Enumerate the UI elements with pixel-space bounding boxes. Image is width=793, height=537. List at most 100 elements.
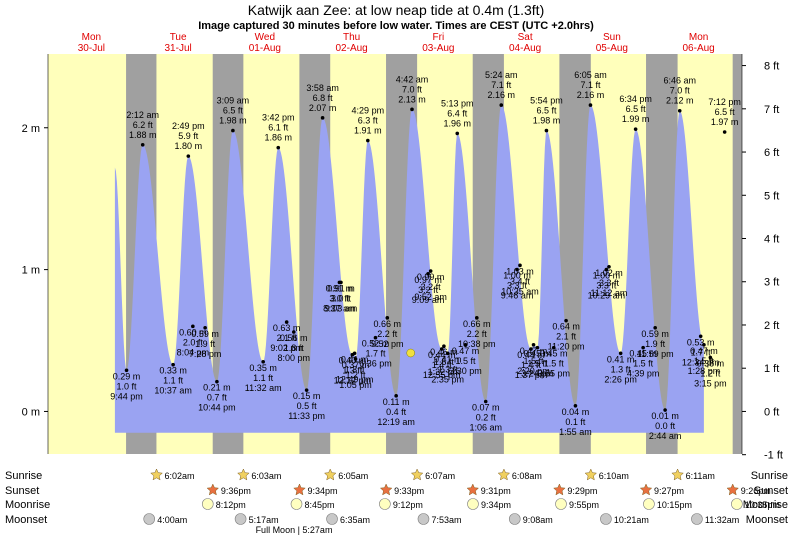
day-date: 05-Aug [596, 43, 628, 54]
tide-point-label: 0.59 m [641, 329, 669, 339]
event-time: 10:21am [614, 515, 649, 525]
tide-point-label: 5:24 am [485, 70, 518, 80]
tide-point-label: 0.37 m [342, 360, 370, 370]
tide-point-label: 9:02 pm [270, 343, 303, 353]
right-tick-label: 3 ft [764, 277, 779, 289]
day-date: 06-Aug [683, 43, 715, 54]
tide-point [604, 267, 609, 272]
tide-point-label: 1:37 pm [515, 370, 548, 380]
tide-point-label: 3:15 pm [694, 379, 727, 389]
tide-point-label: 0.64 m [552, 322, 580, 332]
tide-point [474, 316, 479, 320]
tide-point [663, 408, 667, 412]
full-moon-icon [406, 348, 415, 358]
tide-point-label: 0.21 m [203, 383, 231, 393]
event-time: 6:11am [686, 471, 715, 481]
tide-point-label: 0.99 m [417, 272, 445, 282]
tide-point-label: 1.1 ft [253, 373, 274, 383]
tide-point-label: 8:00 pm [278, 353, 311, 363]
tide-point-label: 0.91 m [326, 283, 354, 293]
event-time: 6:07am [425, 471, 455, 481]
tide-point [304, 388, 309, 392]
tide-point-label: 3.3 ft [596, 281, 617, 291]
event-time: 9:27pm [654, 486, 684, 496]
tide-point-label: 9:52 pm [371, 339, 404, 349]
event-row-label-left: Moonset [5, 514, 47, 526]
event-row-label-left: Moonrise [5, 499, 50, 511]
tide-point-label: 3.2 ft [421, 282, 442, 292]
tide-point-label: 5:54 pm [530, 96, 563, 106]
tide-point-label: 1.00 m [593, 271, 621, 281]
tide-point-label: 2:12 am [126, 110, 159, 120]
tide-point-label: 7:12 pm [708, 97, 741, 107]
tide-point [203, 325, 207, 330]
event-time: 9:55pm [569, 500, 599, 510]
tide-point-label: 2.07 m [309, 103, 337, 113]
tide-point [140, 142, 145, 147]
tide-point [191, 324, 195, 329]
tide-point-label: 0.41 m [607, 354, 635, 364]
tide-point-label: 9:09 am [412, 295, 445, 305]
tide-point-label: 6.2 ft [133, 120, 154, 130]
tide-point-label: 6:34 pm [619, 94, 652, 104]
tide-point-label: 0.0 ft [655, 421, 676, 431]
tide-point-label: 6.5 ft [626, 104, 647, 114]
tide-point-label: 10:29 am [588, 291, 626, 301]
tide-point-label: 9:46 am [501, 291, 534, 301]
tide-point [564, 318, 568, 323]
tide-point [515, 267, 519, 272]
day-date: 04-Aug [509, 43, 541, 54]
tide-point-label: 2.0 ft [183, 337, 204, 347]
tide-point [439, 347, 444, 351]
moonset-icon [326, 513, 338, 525]
tide-point-label: 11:20 pm [548, 342, 585, 352]
tide-point-label: 6.5 ft [223, 106, 244, 116]
event-time: 9:08am [523, 515, 553, 525]
tide-point-label: 1:55 am [559, 427, 592, 437]
tide-point [350, 352, 355, 357]
tide-point [186, 154, 191, 158]
tide-point [428, 269, 433, 273]
day-date: 01-Aug [249, 43, 281, 54]
event-row-label-left: Sunrise [5, 470, 42, 482]
tide-point-label: 2.1 ft [277, 333, 298, 343]
sunrise-icon [671, 468, 684, 481]
tide-point [455, 131, 460, 136]
tide-point-label: 0.33 m [159, 366, 187, 376]
sunset-icon [726, 483, 739, 496]
moonrise-icon [643, 498, 655, 510]
event-row-label-right: Moonset [746, 514, 788, 526]
event-time: 9:29pm [567, 486, 597, 496]
tide-point-label: 11:32 am [245, 383, 282, 393]
tide-point [573, 403, 578, 408]
event-row-label-left: Sunset [5, 485, 39, 497]
tide-point-label: 1.88 m [129, 130, 157, 140]
right-tick-label: -1 ft [764, 450, 783, 462]
tide-point-label: 0.15 m [293, 391, 321, 401]
tide-point [261, 360, 265, 364]
right-tick-label: 6 ft [764, 147, 779, 159]
tide-point-label: 0.91 m [327, 283, 355, 293]
tide-point-label: 1.2 ft [700, 369, 721, 379]
tide-point-label: 1.02 m [595, 268, 623, 278]
tide-point-label: 0.66 m [374, 319, 402, 329]
tide-point-label: 1.3 ft [342, 366, 363, 376]
tide-point-label: 1:32 pm [428, 367, 461, 377]
tide-point-label: 7:28 pm [189, 349, 222, 359]
tide-point [677, 108, 682, 113]
tide-point-label: 3:42 pm [262, 113, 295, 123]
event-time: 8:12pm [216, 500, 246, 510]
tide-point-label: 1.7 ft [691, 347, 712, 357]
tide-point [698, 334, 703, 339]
tide-point-label: 1.00 m [503, 271, 531, 281]
tide-point-label: 1:28 pm [688, 366, 721, 376]
tide-point-label: 0.38 m [697, 359, 725, 369]
tide-point-label: 0.41 m [434, 354, 462, 364]
day-name: Wed [255, 32, 275, 43]
tide-point-label: 1.03 m [506, 266, 534, 276]
event-time: 11:32am [705, 515, 739, 525]
event-time: 9:34pm [481, 500, 511, 510]
sunrise-icon [410, 468, 424, 481]
tide-point-label: 0.44 m [428, 350, 456, 360]
